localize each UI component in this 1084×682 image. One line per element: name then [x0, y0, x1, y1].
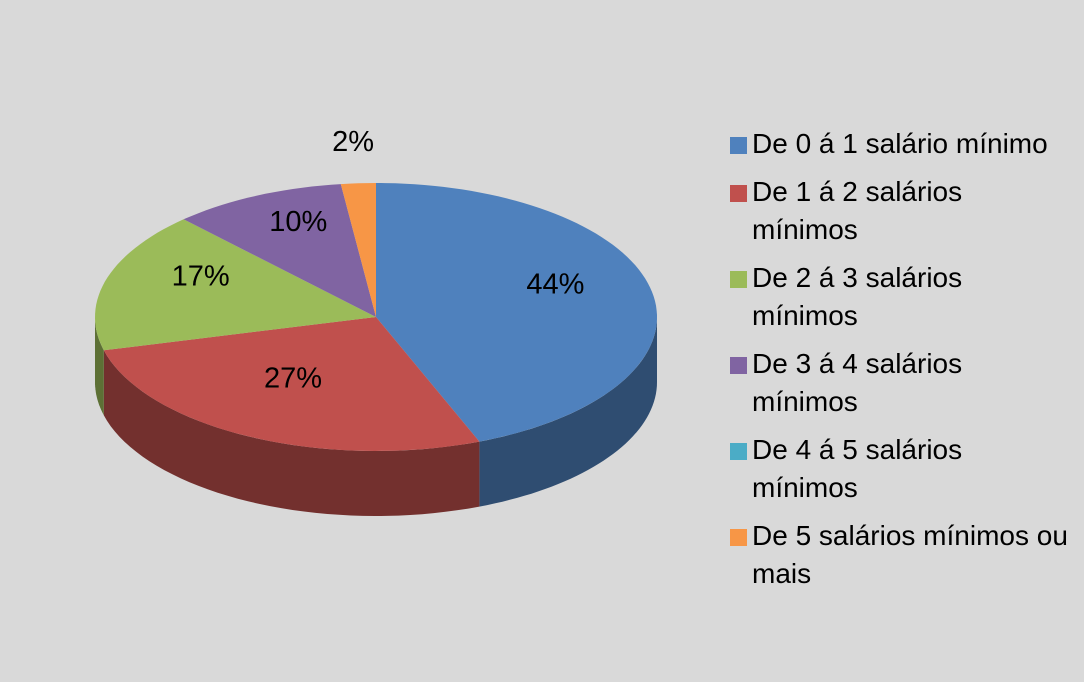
legend-label: De 0 á 1 salário mínimo	[752, 128, 1048, 159]
legend-label: De 1 á 2 salários mínimos	[752, 176, 963, 245]
legend-swatch	[730, 185, 747, 202]
legend: De 0 á 1 salário mínimo De 1 á 2 salários…	[730, 125, 1080, 603]
slice-side	[479, 317, 657, 507]
legend-label: De 3 á 4 salários mínimos	[752, 348, 963, 417]
slice	[340, 183, 376, 317]
legend-swatch	[730, 271, 747, 288]
legend-swatch	[730, 357, 747, 374]
legend-swatch	[730, 529, 747, 546]
legend-item: De 3 á 4 salários mínimos	[730, 345, 1080, 421]
data-label: 27%	[264, 362, 322, 394]
legend-item: De 2 á 3 salários mínimos	[730, 259, 1080, 335]
slice-side	[103, 350, 480, 516]
data-label: 10%	[269, 206, 327, 238]
slice-side	[95, 317, 104, 416]
legend-swatch	[730, 443, 747, 460]
data-label: 2%	[332, 126, 374, 158]
legend-label: De 4 á 5 salários mínimos	[752, 434, 963, 503]
data-label: 17%	[172, 260, 230, 292]
slice	[183, 184, 376, 317]
slice	[103, 317, 480, 451]
legend-label: De 5 salários mínimos ou mais	[752, 520, 1068, 589]
legend-swatch	[730, 137, 747, 154]
legend-item: De 5 salários mínimos ou mais	[730, 517, 1080, 593]
legend-item: De 0 á 1 salário mínimo	[730, 125, 1080, 163]
legend-label: De 2 á 3 salários mínimos	[752, 262, 963, 331]
slice	[376, 183, 657, 442]
legend-item: De 4 á 5 salários mínimos	[730, 431, 1080, 507]
data-label: 44%	[526, 268, 584, 300]
legend-item: De 1 á 2 salários mínimos	[730, 173, 1080, 249]
slice	[95, 219, 376, 351]
